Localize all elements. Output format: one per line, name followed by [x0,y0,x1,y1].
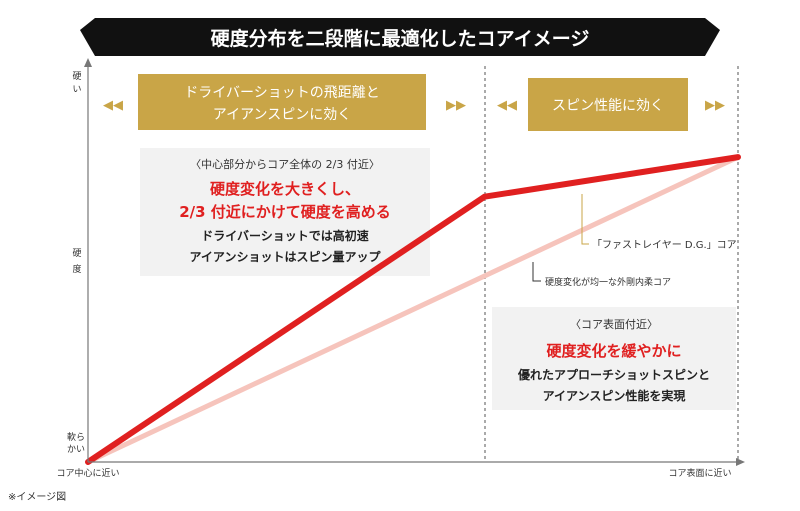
right-info-panel [492,307,736,410]
y-label-mid-2: 度 [72,263,81,275]
callout-leader-fast-layer [581,194,589,245]
zone-right-arrow-right: ▶▶ [705,98,725,113]
title-text: 硬度分布を二段階に最適化したコアイメージ [211,27,590,50]
y-axis-arrowhead [84,58,92,67]
series-line-fast-layer [85,154,741,465]
left-info-panel [140,148,430,276]
zone-left-arrow-left: ◀◀ [103,98,123,113]
zone-left-arrow-right: ▶▶ [446,98,466,113]
right-panel-body-line1: 優れたアプローチショットスピンと [517,367,710,382]
callout-fast-layer: 「ファストレイヤー D.G.」コア [592,239,737,251]
right-panel-body-line2: アイアンスピン性能を実現 [543,388,686,403]
left-panel-heading-line2: 2/3 付近にかけて硬度を高める [179,203,391,221]
y-label-top-2: い [72,85,81,95]
x-axis-arrowhead [736,458,745,466]
title-banner [80,18,720,56]
y-label-mid-1: 硬 [72,248,81,259]
x-label-left: コア中心に近い [56,467,119,479]
zone-right-header [528,78,688,131]
left-panel-body-line2: アイアンショットはスピン量アップ [190,249,382,264]
zone-left-header-line1: ドライバーショットの飛距離と [184,84,379,101]
x-label-right: コア表面に近い [668,467,731,479]
left-panel-subtitle: 〈中心部分からコア全体の 2/3 付近〉 [190,157,380,171]
right-panel-heading: 硬度変化を緩やかに [546,342,681,360]
footnote: ※イメージ図 [8,491,66,503]
zone-left-header-line2: アイアンスピンに効く [213,107,351,123]
series-layer [85,154,741,465]
zone-right-arrow-left: ◀◀ [497,98,517,113]
y-label-bottom-2: かい [67,444,85,455]
series-line-uniform [85,154,741,465]
y-label-bottom-1: 軟ら [67,431,85,443]
callout-leader-uniform [532,262,541,282]
left-panel-heading-line1: 硬度変化を大きくし、 [210,180,360,198]
right-panel-subtitle: 〈コア表面付近〉 [570,317,658,331]
zone-right-header-text: スピン性能に効く [552,98,664,114]
callout-uniform: 硬度変化が均一な外剛内柔コア [545,276,671,288]
zone-left-header [138,74,426,130]
y-label-top-1: 硬 [72,71,81,82]
left-panel-body-line1: ドライバーショットでは高初速 [201,228,369,243]
